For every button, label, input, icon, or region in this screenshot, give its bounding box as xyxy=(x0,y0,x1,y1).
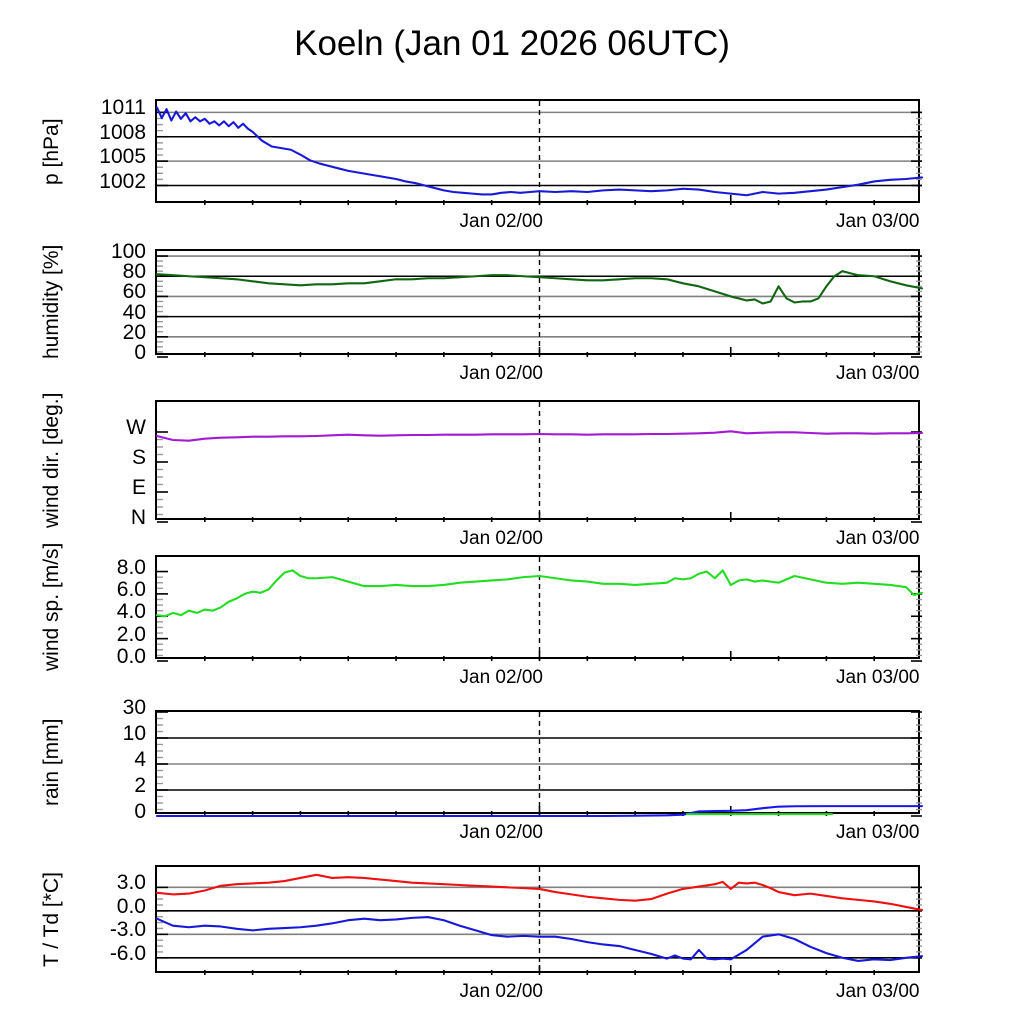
y-tick-label: 80 xyxy=(122,260,146,284)
y-axis-label-2: wind dir. [deg.] xyxy=(40,392,63,528)
x-tick-label-jan-02: Jan 02/00 xyxy=(459,211,543,232)
plot-svg-3 xyxy=(155,557,924,662)
y-tick-label: 1011 xyxy=(100,96,146,120)
series-accumulated-rain xyxy=(155,805,924,818)
y-tick-label: 0 xyxy=(134,341,146,364)
y-tick-label: 40 xyxy=(122,300,146,324)
series-td xyxy=(155,916,924,962)
y-axis-label-4: rain [mm] xyxy=(40,718,63,806)
y-axis-label-1: humidity [%] xyxy=(40,244,63,359)
y-tick-label: 1005 xyxy=(99,145,146,169)
y-tick-label: 3.0 xyxy=(116,871,146,895)
y-tick-label: 8.0 xyxy=(116,555,146,579)
y-tick-label: 30 xyxy=(122,696,146,719)
y-tick-label: 10 xyxy=(122,722,146,745)
series-dir xyxy=(155,430,924,442)
rain-rate-bar xyxy=(686,813,833,816)
y-tick-label: 4 xyxy=(134,748,146,771)
series-rh xyxy=(155,270,924,305)
x-tick-label-jan-02: Jan 02/00 xyxy=(459,981,543,1002)
x-tick-label-jan-03: Jan 03/00 xyxy=(836,211,920,232)
plot-area-2 xyxy=(155,400,924,523)
series-t xyxy=(155,873,924,912)
y-tick-label: 2 xyxy=(134,774,146,797)
y-tick-label: 2.0 xyxy=(116,622,146,646)
x-tick-label-jan-02: Jan 02/00 xyxy=(459,363,543,384)
plot-svg-4 xyxy=(155,711,924,818)
plot-svg-0 xyxy=(155,101,924,205)
y-axis-label-0: p [hPa] xyxy=(40,117,63,185)
y-tick-label: E xyxy=(131,476,146,499)
y-tick-label: W xyxy=(126,416,146,439)
y-tick-label: 0.0 xyxy=(116,894,146,918)
x-tick-label-jan-02: Jan 02/00 xyxy=(459,822,543,843)
plot-svg-2 xyxy=(155,402,924,523)
plot-area-0 xyxy=(155,99,924,205)
y-tick-label: 0.0 xyxy=(116,645,146,668)
y-tick-label: -3.0 xyxy=(109,918,146,942)
plot-area-3 xyxy=(155,555,924,662)
y-tick-label: 1002 xyxy=(99,169,146,193)
plot-area-1 xyxy=(155,249,924,358)
x-tick-label-jan-02: Jan 02/00 xyxy=(459,528,543,549)
plot-svg-5 xyxy=(155,867,924,975)
y-tick-label: 4.0 xyxy=(116,600,146,624)
y-tick-label: 6.0 xyxy=(116,577,146,601)
y-tick-label: 0 xyxy=(134,800,146,823)
y-axis-label-5: T / Td [*C] xyxy=(40,871,63,967)
y-axis-label-3: wind sp. [m/s] xyxy=(40,542,63,671)
x-tick-label-jan-03: Jan 03/00 xyxy=(836,667,920,688)
y-tick-label: S xyxy=(131,446,146,469)
y-tick-label: -6.0 xyxy=(109,941,146,965)
series-p xyxy=(155,106,924,197)
plot-svg-1 xyxy=(155,251,924,358)
series-ff xyxy=(155,569,924,618)
page-title: Koeln (Jan 01 2026 06UTC) xyxy=(294,24,730,63)
x-tick-label-jan-03: Jan 03/00 xyxy=(836,981,920,1002)
y-tick-label: 20 xyxy=(122,320,146,344)
y-tick-label: 1008 xyxy=(99,120,146,144)
y-tick-label: 100 xyxy=(110,240,146,264)
plot-area-5 xyxy=(155,865,924,975)
x-tick-label-jan-03: Jan 03/00 xyxy=(836,363,920,384)
x-tick-label-jan-02: Jan 02/00 xyxy=(459,667,543,688)
y-tick-label: N xyxy=(130,506,146,529)
plot-area-4 xyxy=(155,710,924,818)
x-tick-label-jan-03: Jan 03/00 xyxy=(836,822,920,843)
x-tick-label-jan-03: Jan 03/00 xyxy=(836,528,920,549)
y-tick-label: 60 xyxy=(122,280,146,304)
